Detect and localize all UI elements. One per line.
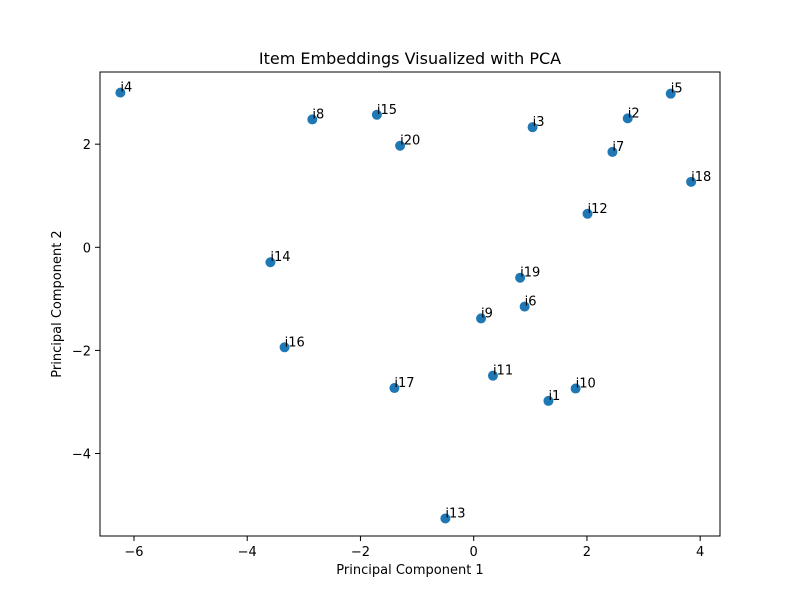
x-tick-label: −6 <box>124 545 143 560</box>
point-label-i19: i19 <box>520 266 540 281</box>
data-point-i4 <box>115 87 126 98</box>
point-label-i14: i14 <box>270 250 290 265</box>
data-point-i19 <box>515 272 526 283</box>
data-point-i2 <box>622 113 633 124</box>
point-label-i15: i15 <box>377 103 397 118</box>
y-tick-label: −4 <box>72 448 91 463</box>
point-label-i17: i17 <box>394 376 414 391</box>
data-point-i12 <box>582 208 593 219</box>
point-label-i4: i4 <box>120 81 132 96</box>
y-axis-label: Principal Component 2 <box>50 230 65 377</box>
point-label-i9: i9 <box>481 306 493 321</box>
plot-area: i1 i2 i3 i4 i5 i6 i7 i8 i9 i10 i11 i12 i13 i14 i15 i16 i… <box>115 81 711 524</box>
y-tick-label: 0 <box>83 241 91 256</box>
x-tick-label: 2 <box>583 545 591 560</box>
x-tick-label: 4 <box>696 545 704 560</box>
point-label-i18: i18 <box>691 170 711 185</box>
x-axis-ticks: −6 −4 −2 0 2 4 <box>124 536 704 560</box>
data-point-i11 <box>487 370 498 381</box>
point-label-i7: i7 <box>612 140 624 155</box>
x-tick-label: 0 <box>470 545 478 560</box>
data-point-i5 <box>665 88 676 99</box>
data-point-i14 <box>265 257 276 268</box>
point-label-i3: i3 <box>533 115 545 130</box>
data-point-i3 <box>527 122 538 133</box>
data-point-i9 <box>476 313 487 324</box>
chart-title: Item Embeddings Visualized with PCA <box>259 49 561 68</box>
point-label-i8: i8 <box>312 107 324 122</box>
data-point-i7 <box>607 146 618 157</box>
point-label-i20: i20 <box>400 134 420 149</box>
data-point-i18 <box>686 176 697 187</box>
data-point-i15 <box>371 109 382 120</box>
axes-frame <box>99 71 721 537</box>
data-point-i8 <box>307 114 318 125</box>
data-point-i16 <box>279 342 290 353</box>
point-label-i12: i12 <box>588 202 608 217</box>
data-point-i6 <box>519 301 530 312</box>
x-tick-label: −2 <box>351 545 370 560</box>
data-point-i13 <box>440 513 451 524</box>
data-point-i1 <box>543 395 554 406</box>
y-tick-label: 2 <box>83 138 91 153</box>
point-label-i6: i6 <box>525 295 537 310</box>
point-label-i11: i11 <box>493 364 513 379</box>
point-label-i5: i5 <box>671 82 683 97</box>
y-axis-ticks: −4 −2 0 2 <box>72 138 100 463</box>
x-tick-label: −4 <box>238 545 257 560</box>
point-label-i10: i10 <box>576 377 596 392</box>
data-point-i20 <box>395 140 406 151</box>
x-axis-label: Principal Component 1 <box>336 563 483 578</box>
point-label-i13: i13 <box>445 506 465 521</box>
data-point-i10 <box>570 383 581 394</box>
point-label-i2: i2 <box>628 106 640 121</box>
y-tick-label: −2 <box>72 344 91 359</box>
point-label-i16: i16 <box>285 335 305 350</box>
data-point-i17 <box>389 383 400 394</box>
point-label-i1: i1 <box>548 389 560 404</box>
